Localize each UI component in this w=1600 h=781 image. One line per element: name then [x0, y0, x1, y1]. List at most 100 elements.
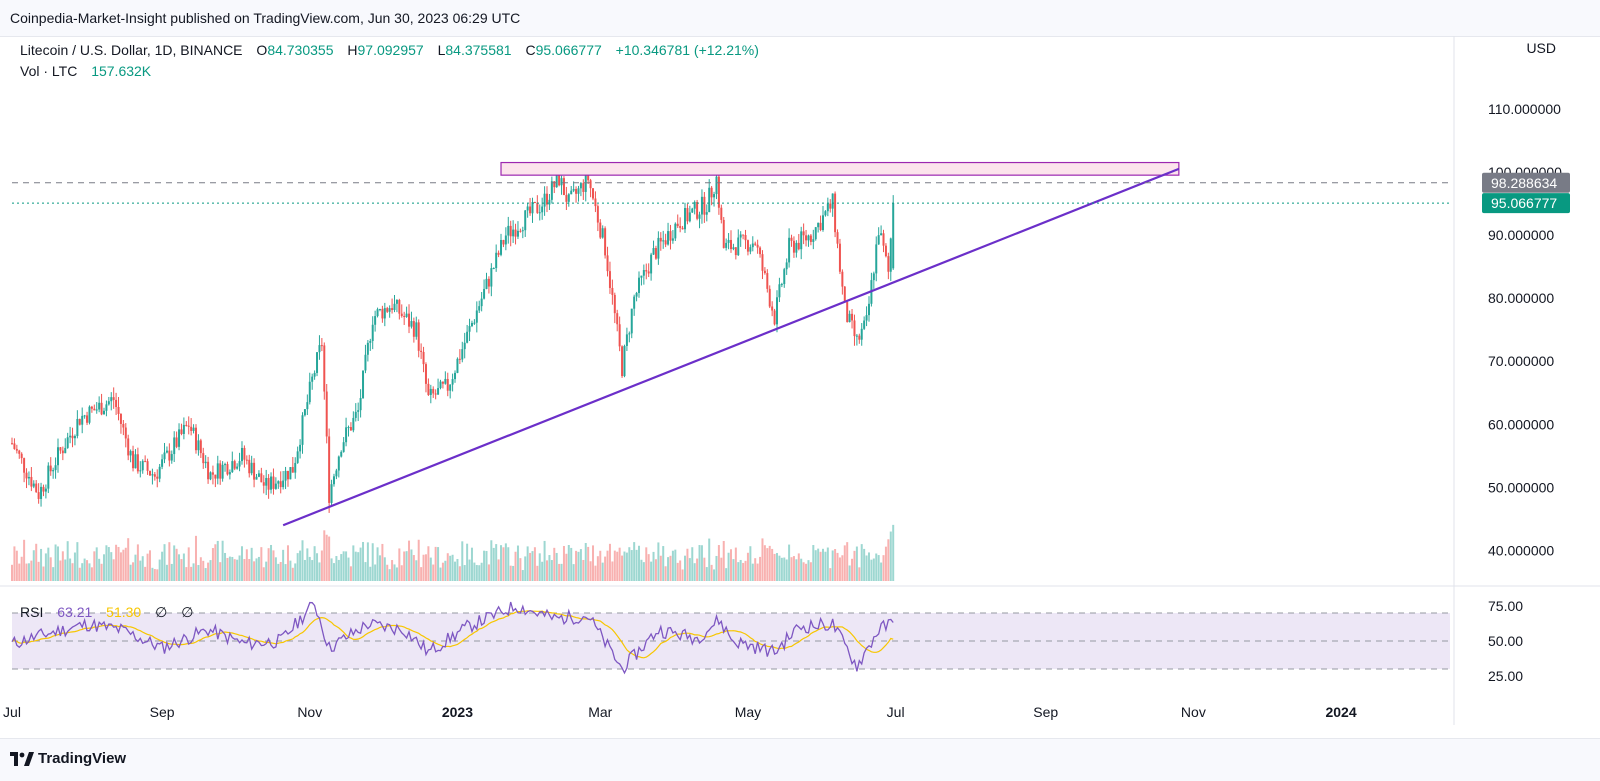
- candle-body: [90, 406, 93, 409]
- candle-body: [37, 492, 40, 499]
- candle-body: [248, 459, 251, 474]
- candle-body: [194, 427, 197, 451]
- volume-bar: [180, 559, 183, 581]
- candle-body: [335, 470, 338, 477]
- volume-bar: [838, 557, 841, 581]
- candle-body: [73, 436, 76, 439]
- volume-bar: [625, 552, 628, 581]
- time-tick-label: Jul: [3, 704, 21, 720]
- candle-body: [792, 240, 795, 253]
- time-tick-label: Mar: [588, 704, 612, 720]
- volume-bar: [332, 563, 335, 581]
- candle-body: [56, 447, 59, 466]
- volume-bar: [54, 544, 57, 581]
- volume-bar: [504, 543, 507, 581]
- volume-bar: [325, 534, 328, 581]
- candle-body: [132, 451, 135, 469]
- volume-bar: [458, 566, 461, 581]
- candle-body: [676, 223, 679, 227]
- candle-body: [763, 270, 766, 274]
- candle-body: [596, 206, 599, 223]
- volume-label[interactable]: Vol · LTC: [20, 63, 78, 79]
- volume-bar: [567, 545, 570, 581]
- volume-bar: [277, 563, 280, 581]
- candle-body: [628, 333, 631, 335]
- candle-body: [623, 345, 626, 377]
- candle-body: [359, 398, 362, 411]
- candle-body: [671, 238, 674, 241]
- candle-body: [47, 465, 50, 489]
- volume-bar: [824, 551, 827, 581]
- rsi-axis[interactable]: 75.00 50.00 25.00: [1488, 598, 1523, 684]
- candle-body: [582, 183, 585, 192]
- currency-label[interactable]: USD: [1526, 40, 1556, 56]
- volume-bar: [144, 566, 147, 581]
- price-axis[interactable]: 110.000000100.00000090.00000080.00000070…: [1482, 101, 1570, 559]
- volume-bar: [400, 565, 403, 581]
- rsi-label[interactable]: RSI: [20, 604, 44, 620]
- candle-body: [860, 328, 863, 340]
- candle-body: [211, 472, 214, 475]
- candle-body: [625, 334, 628, 346]
- time-axis[interactable]: Jul Sep Nov 2023 Mar May Jul Sep Nov 2024: [3, 704, 1357, 720]
- candle-body: [253, 462, 256, 480]
- close-label: C: [525, 42, 536, 58]
- volume-bar: [316, 553, 319, 581]
- crosshair-price-tag-bg: [1482, 172, 1570, 193]
- candle-body: [841, 271, 844, 287]
- volume-bar: [732, 559, 735, 581]
- time-tick-label: Nov: [1181, 704, 1206, 720]
- volume-bar: [461, 541, 464, 581]
- candle-body: [717, 176, 720, 208]
- candle-body: [25, 472, 28, 479]
- candle-body: [647, 271, 650, 274]
- candle-body: [240, 447, 243, 462]
- price-tick-label: 40.000000: [1488, 542, 1554, 558]
- volume-bar: [444, 560, 447, 581]
- volume-bar: [480, 562, 483, 581]
- candle-body: [328, 436, 331, 503]
- candle-body: [621, 346, 624, 377]
- rsi-pane[interactable]: [11, 601, 1450, 675]
- high-value: 97.092957: [357, 42, 424, 58]
- candle-body: [829, 203, 832, 209]
- candle-body: [415, 322, 418, 337]
- rsi-hidden-value-2: ∅: [181, 604, 194, 620]
- rsi-tick-label: 50.00: [1488, 633, 1523, 649]
- candle-body: [27, 476, 30, 479]
- candle-body: [44, 488, 47, 492]
- volume-bar: [119, 552, 122, 581]
- volume-bar: [294, 563, 297, 581]
- candle-body: [875, 244, 878, 274]
- candle-body: [759, 247, 762, 255]
- price-pane[interactable]: [0, 36, 1600, 725]
- volume-bar: [335, 556, 338, 581]
- volume-bar: [214, 544, 217, 581]
- volume-bar: [267, 548, 270, 581]
- candle-body: [732, 247, 735, 250]
- tradingview-brand[interactable]: TradingView: [10, 750, 126, 767]
- volume-bar: [306, 548, 309, 581]
- volume-bar: [858, 567, 861, 581]
- volume-bar: [81, 563, 84, 581]
- volume-bar: [13, 546, 16, 581]
- volume-bar: [449, 555, 452, 581]
- candle-body: [744, 235, 747, 241]
- volume-bar: [272, 550, 275, 581]
- volume-bar: [248, 559, 251, 581]
- volume-bar: [669, 555, 672, 581]
- volume-bar: [693, 563, 696, 581]
- volume-bar: [548, 555, 551, 581]
- candle-body: [785, 262, 788, 270]
- volume-bar: [386, 564, 389, 581]
- symbol-name[interactable]: Litecoin / U.S. Dollar, 1D, BINANCE: [20, 42, 243, 58]
- volume-bar: [466, 543, 469, 581]
- volume-bar: [354, 551, 357, 581]
- volume-bar: [291, 567, 294, 581]
- candle-body: [207, 461, 210, 480]
- volume-bar: [415, 560, 418, 581]
- volume-bar: [487, 564, 490, 581]
- candle-body: [224, 464, 227, 466]
- candle-body: [456, 358, 459, 373]
